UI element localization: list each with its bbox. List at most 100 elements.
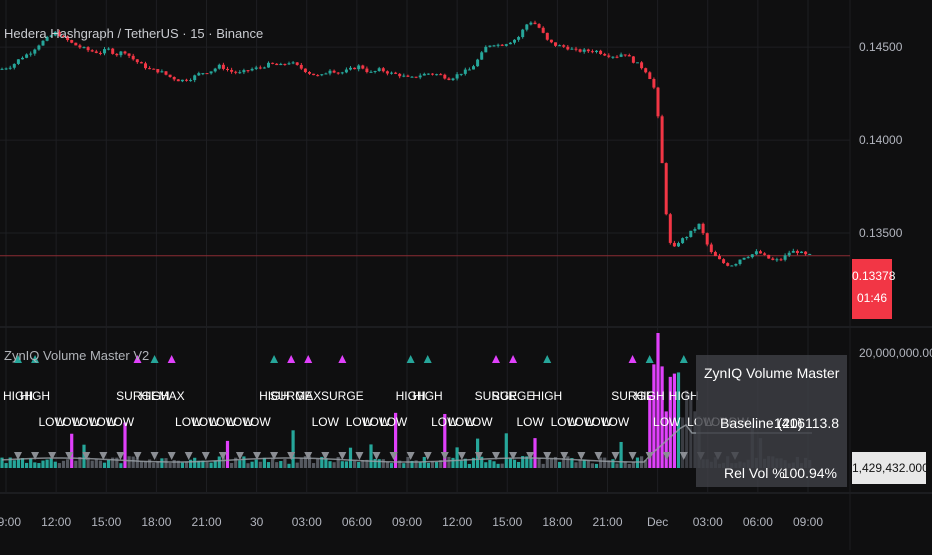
signal-label: LOW xyxy=(90,415,118,429)
signal-label: HIGH xyxy=(635,389,665,403)
volume-bar xyxy=(344,461,348,468)
candle-body xyxy=(246,70,250,72)
candle-body xyxy=(800,251,803,253)
volume-bar xyxy=(242,456,246,468)
volume-bar xyxy=(74,460,78,468)
candle-body xyxy=(750,254,754,258)
signal-label: LOW xyxy=(465,415,493,429)
volume-bar xyxy=(316,458,320,468)
candle-body xyxy=(324,73,328,75)
volume-bar xyxy=(213,460,217,468)
volume-bar xyxy=(189,459,193,468)
candle-body xyxy=(217,64,221,69)
candle-body xyxy=(57,31,61,37)
volume-bar xyxy=(61,460,66,468)
candle-body xyxy=(459,73,463,75)
volume-bar xyxy=(230,463,234,468)
signal-arrow-marker xyxy=(150,452,159,460)
signal-triangle-marker xyxy=(338,355,347,363)
candle-body xyxy=(488,45,492,47)
volume-bar xyxy=(529,457,533,468)
candle-body xyxy=(29,53,33,55)
candle-body xyxy=(726,263,730,266)
candle-body xyxy=(426,73,430,75)
volume-bar xyxy=(271,458,275,468)
candle-body xyxy=(713,252,717,257)
x-tick-label: 03:00 xyxy=(693,515,723,529)
volume-bar xyxy=(16,458,20,468)
signal-label: LOW xyxy=(602,415,630,429)
volume-bar xyxy=(340,461,344,468)
candle-body xyxy=(139,62,143,64)
candle-body xyxy=(517,37,521,40)
signal-triangle-marker xyxy=(133,355,142,363)
signal-arrow-marker xyxy=(184,452,193,460)
volume-bar xyxy=(119,463,123,468)
volume-bar xyxy=(303,456,307,468)
volume-bar xyxy=(361,460,365,468)
signal-label: LOW xyxy=(73,415,101,429)
signal-label: LOW xyxy=(363,415,391,429)
volume-bar xyxy=(275,462,279,468)
candle-body xyxy=(586,49,590,52)
signal-label: LOW xyxy=(312,415,340,429)
candle-body xyxy=(254,67,258,69)
candle-body xyxy=(115,53,119,56)
volume-bar xyxy=(463,458,467,468)
candle-body xyxy=(197,73,201,76)
candle-body xyxy=(664,163,668,215)
volume-bar xyxy=(418,462,422,468)
candle-body xyxy=(82,47,86,49)
volume-bar xyxy=(517,461,521,468)
signal-label: HIGH xyxy=(413,389,443,403)
volume-bar xyxy=(394,412,398,468)
candle-body xyxy=(160,71,164,73)
volume-bar xyxy=(508,458,512,468)
candle-body xyxy=(62,36,65,38)
volume-bar xyxy=(86,457,90,468)
volume-bar xyxy=(525,456,529,468)
volume-bar xyxy=(82,444,86,468)
volume-bar xyxy=(537,457,541,468)
candle-body xyxy=(677,243,680,247)
volume-bar xyxy=(410,460,414,468)
signal-arrow-marker xyxy=(116,452,125,460)
candle-body xyxy=(209,71,213,74)
candle-body xyxy=(328,70,332,74)
candle-body xyxy=(406,75,410,77)
candle-body xyxy=(636,62,639,64)
candle-body xyxy=(578,49,582,52)
candle-body xyxy=(78,45,82,48)
candle-body xyxy=(558,45,562,47)
volume-bar xyxy=(98,460,102,468)
candle-body xyxy=(238,72,242,74)
candle-body xyxy=(611,56,615,58)
volume-bar xyxy=(135,457,139,468)
volume-bar xyxy=(426,462,430,468)
signal-triangle-marker xyxy=(167,355,176,363)
candle-body xyxy=(90,50,94,52)
candle-body xyxy=(320,74,324,76)
candle-body xyxy=(107,48,111,50)
candle-body xyxy=(623,54,627,56)
signal-arrow-marker xyxy=(526,452,535,460)
candle-body xyxy=(521,29,525,38)
candle-body xyxy=(213,68,217,72)
candle-body xyxy=(344,69,348,73)
volume-bar xyxy=(254,459,258,468)
signal-arrow-marker xyxy=(679,452,688,460)
candle-body xyxy=(123,51,127,54)
candle-body xyxy=(8,67,12,69)
candle-body xyxy=(242,70,246,73)
candle-body xyxy=(41,40,45,46)
candle-body xyxy=(787,252,791,256)
candle-body xyxy=(709,244,713,253)
volume-bar xyxy=(115,457,119,468)
volume-bar xyxy=(131,456,135,468)
signal-arrow-marker xyxy=(594,452,603,460)
volume-bar xyxy=(66,459,70,468)
volume-bar xyxy=(209,462,213,468)
signal-triangle-marker xyxy=(679,355,688,363)
